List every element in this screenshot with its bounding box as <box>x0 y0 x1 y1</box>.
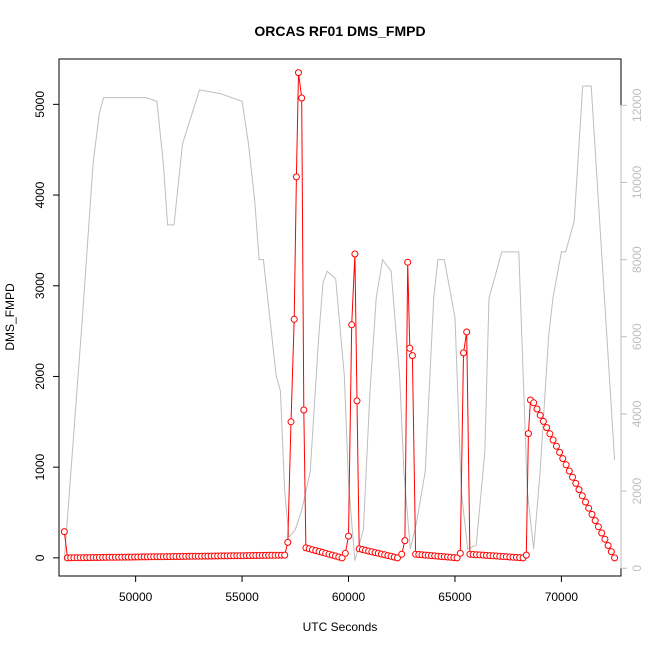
data-point <box>598 529 606 537</box>
x-tick-label: 55000 <box>225 590 259 604</box>
data-point <box>585 504 593 512</box>
data-point <box>524 430 532 438</box>
x-axis: 50000 55000 60000 65000 70000 <box>119 575 579 604</box>
data-point <box>575 486 583 494</box>
data-point <box>341 549 349 557</box>
data-point <box>460 349 467 357</box>
data-point <box>300 406 308 414</box>
data-point <box>569 473 576 481</box>
data-point <box>351 250 359 258</box>
data-point <box>611 554 619 562</box>
data-point <box>578 492 586 500</box>
data-point <box>591 517 599 525</box>
data-point <box>463 328 471 336</box>
data-point <box>406 344 414 352</box>
data-point <box>546 430 554 438</box>
y2-tick-label: 10000 <box>630 165 644 199</box>
data-point <box>290 315 298 323</box>
y2-tick-label: 2000 <box>630 477 644 504</box>
y-tick-label: 4000 <box>33 181 47 208</box>
data-point <box>543 424 551 432</box>
series-line-primary <box>63 72 616 559</box>
plot-frame <box>58 58 622 577</box>
data-point <box>594 523 602 531</box>
y2-tick-label: 0 <box>630 565 644 572</box>
series-layer <box>60 69 619 562</box>
data-point <box>607 548 615 556</box>
data-point <box>522 551 530 559</box>
data-point <box>284 538 292 546</box>
data-point <box>530 399 538 407</box>
data-point <box>562 461 570 469</box>
data-point <box>582 498 589 506</box>
y-tick-label: 0 <box>33 554 47 561</box>
data-point <box>401 537 409 545</box>
data-point <box>287 418 295 426</box>
y2-tick-label: 8000 <box>630 246 644 273</box>
data-point <box>298 94 306 102</box>
y-axis-right: 0 2000 4000 6000 8000 10000 12000 <box>620 88 644 572</box>
data-point <box>348 321 356 329</box>
data-point <box>559 455 567 463</box>
data-point <box>565 467 573 475</box>
x-tick-label: 50000 <box>119 590 153 604</box>
y-axis-left: 0 1000 2000 3000 4000 5000 <box>33 91 60 561</box>
data-point <box>345 532 352 540</box>
data-point <box>453 554 461 562</box>
data-point <box>60 528 68 536</box>
data-point <box>338 554 346 562</box>
data-point <box>604 542 612 549</box>
x-axis-label: UTC Seconds <box>303 620 378 634</box>
data-point <box>398 550 406 558</box>
x-tick-label: 65000 <box>438 590 472 604</box>
y-tick-label: 2000 <box>33 363 47 390</box>
data-point <box>539 417 547 425</box>
data-point <box>353 397 361 405</box>
y2-tick-label: 12000 <box>630 88 644 122</box>
y-tick-label: 3000 <box>33 272 47 299</box>
data-point <box>588 510 596 518</box>
data-point <box>572 479 580 487</box>
data-point <box>292 173 300 181</box>
data-point <box>601 535 609 543</box>
series-line-secondary <box>63 85 616 561</box>
y-axis-label: DMS_FMPD <box>3 283 17 351</box>
data-point <box>556 448 564 456</box>
data-point <box>533 405 541 413</box>
y2-tick-label: 4000 <box>630 400 644 427</box>
y-tick-label: 1000 <box>33 453 47 480</box>
data-point <box>549 436 557 444</box>
data-point <box>536 411 544 419</box>
data-point <box>552 442 560 450</box>
data-point <box>408 352 416 360</box>
data-point <box>404 258 412 266</box>
data-point <box>295 69 302 77</box>
chart-title: ORCAS RF01 DMS_FMPD <box>254 23 425 39</box>
x-tick-label: 70000 <box>545 590 579 604</box>
data-point <box>456 549 464 557</box>
data-point <box>281 551 289 559</box>
x-tick-label: 60000 <box>332 590 366 604</box>
y2-tick-label: 6000 <box>630 323 644 350</box>
y-tick-label: 5000 <box>33 91 47 118</box>
